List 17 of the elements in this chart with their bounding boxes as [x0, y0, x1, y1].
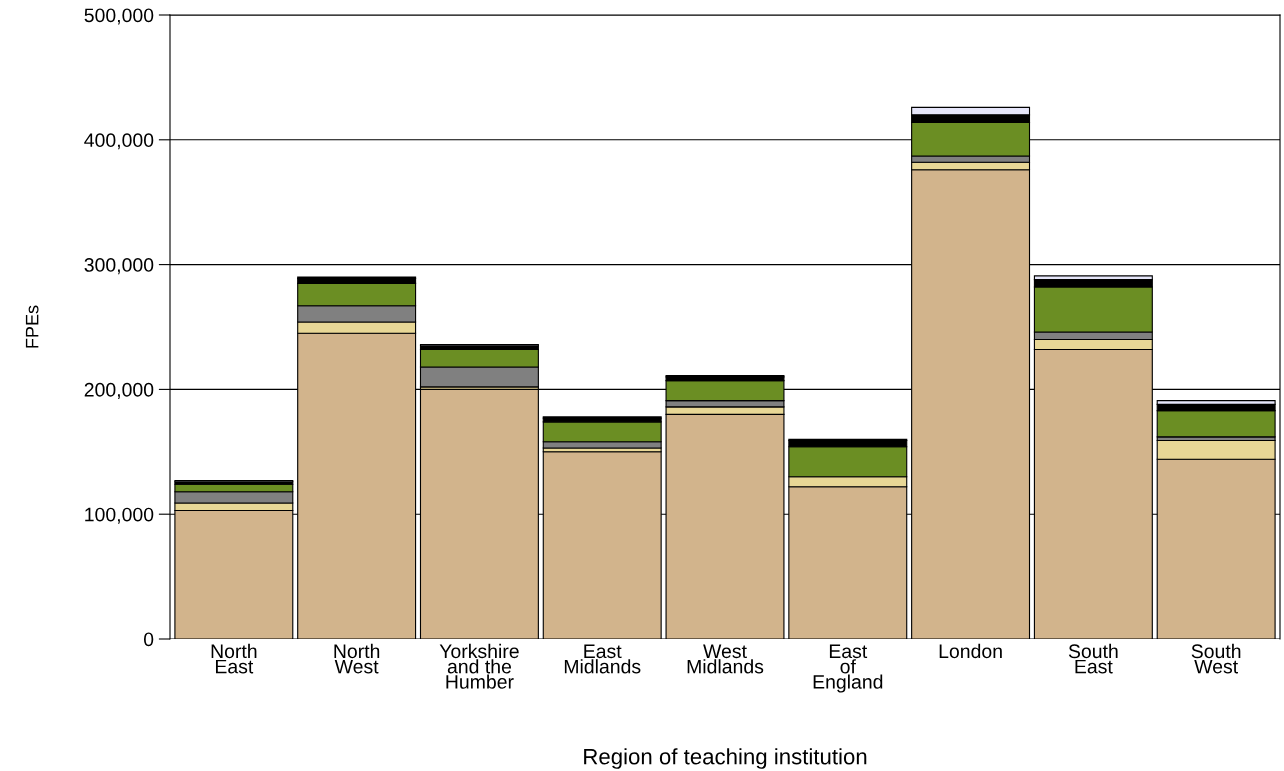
y-tick-label: 0: [143, 632, 154, 647]
y-tick-label: 300,000: [84, 258, 154, 275]
x-tick-label: South West: [1191, 643, 1241, 674]
x-tick-label: North East: [211, 643, 257, 674]
y-tick-label: 100,000: [85, 507, 154, 524]
x-tick-label: London: [939, 643, 1002, 659]
x-tick-label: Yorkshire and the Humber: [439, 643, 519, 689]
x-axis-title: Region of teaching institution: [584, 748, 867, 769]
x-tick-label: South East: [1068, 643, 1118, 674]
y-axis-title: FPEs: [25, 305, 39, 348]
x-tick-label: West Midlands: [687, 644, 764, 674]
y-tick-label: 200,000: [84, 382, 154, 399]
x-tick-label: North West: [334, 643, 380, 674]
x-tick-label: East Midlands: [564, 644, 641, 674]
y-tick-label: 500,000: [84, 8, 154, 25]
x-tick-label: East of England: [813, 644, 883, 693]
y-tick-label: 400,000: [84, 133, 154, 150]
